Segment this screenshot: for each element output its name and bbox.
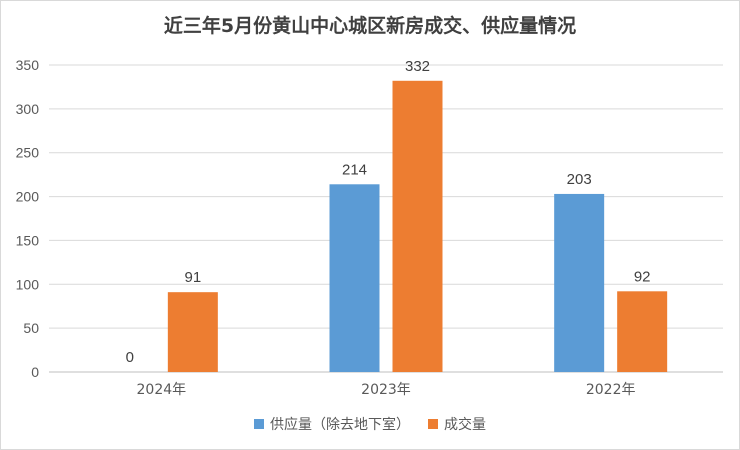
legend-item-transaction: 成交量 [428, 414, 486, 434]
chart-title: 近三年5月份黄山中心城区新房成交、供应量情况 [163, 15, 577, 37]
bar-transaction [167, 292, 218, 372]
legend: 供应量（除去地下室） 成交量 [1, 414, 739, 434]
y-tick-label: 0 [31, 364, 39, 380]
data-label: 0 [126, 349, 134, 366]
y-tick-label: 100 [16, 276, 40, 292]
bar-transaction [617, 291, 668, 372]
y-tick-label: 150 [16, 232, 40, 248]
y-tick-label: 250 [16, 145, 40, 161]
y-tick-label: 300 [16, 101, 40, 117]
legend-label-supply: 供应量（除去地下室） [270, 417, 410, 433]
bar-transaction [392, 80, 443, 372]
bar-supply [554, 193, 605, 372]
x-tick-label: 2023年 [361, 382, 411, 398]
data-label: 214 [342, 161, 367, 178]
legend-swatch-transaction [428, 419, 438, 429]
legend-label-transaction: 成交量 [444, 417, 486, 433]
x-tick-label: 2024年 [137, 382, 187, 398]
y-tick-label: 50 [23, 320, 39, 336]
data-label: 203 [567, 171, 592, 188]
data-label: 91 [184, 269, 201, 286]
y-tick-label: 200 [16, 189, 40, 205]
y-tick-label: 350 [16, 57, 40, 73]
x-tick-label: 2022年 [586, 382, 636, 398]
data-label: 332 [405, 58, 430, 75]
legend-item-supply: 供应量（除去地下室） [254, 414, 410, 434]
data-label: 92 [634, 268, 651, 285]
bar-supply [329, 184, 380, 372]
legend-swatch-supply [254, 419, 264, 429]
